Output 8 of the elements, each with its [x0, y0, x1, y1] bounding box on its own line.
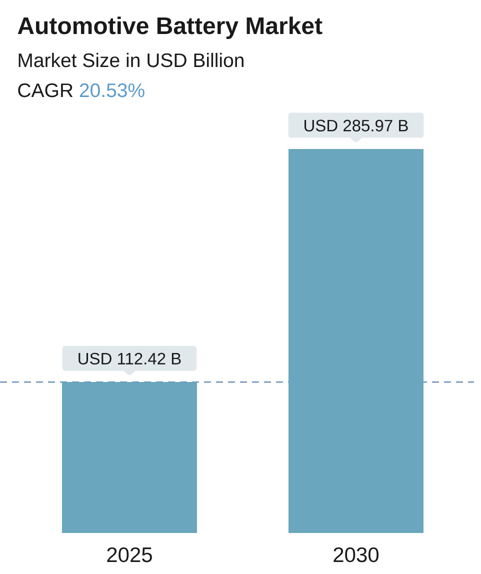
- text: 20.53%: [80, 83, 144, 98]
- chart-subtitle: Market Size in USD Billion: [18, 52, 244, 68]
- text: CAGR: [18, 83, 73, 98]
- chart-title: Automotive Battery Market: [18, 16, 322, 39]
- data-label: USD 285.97 B: [304, 120, 408, 132]
- x-tick-label: 2030: [334, 547, 379, 562]
- data-label: USD 112.42 B: [78, 352, 181, 364]
- x-tick-label: 2025: [107, 547, 152, 562]
